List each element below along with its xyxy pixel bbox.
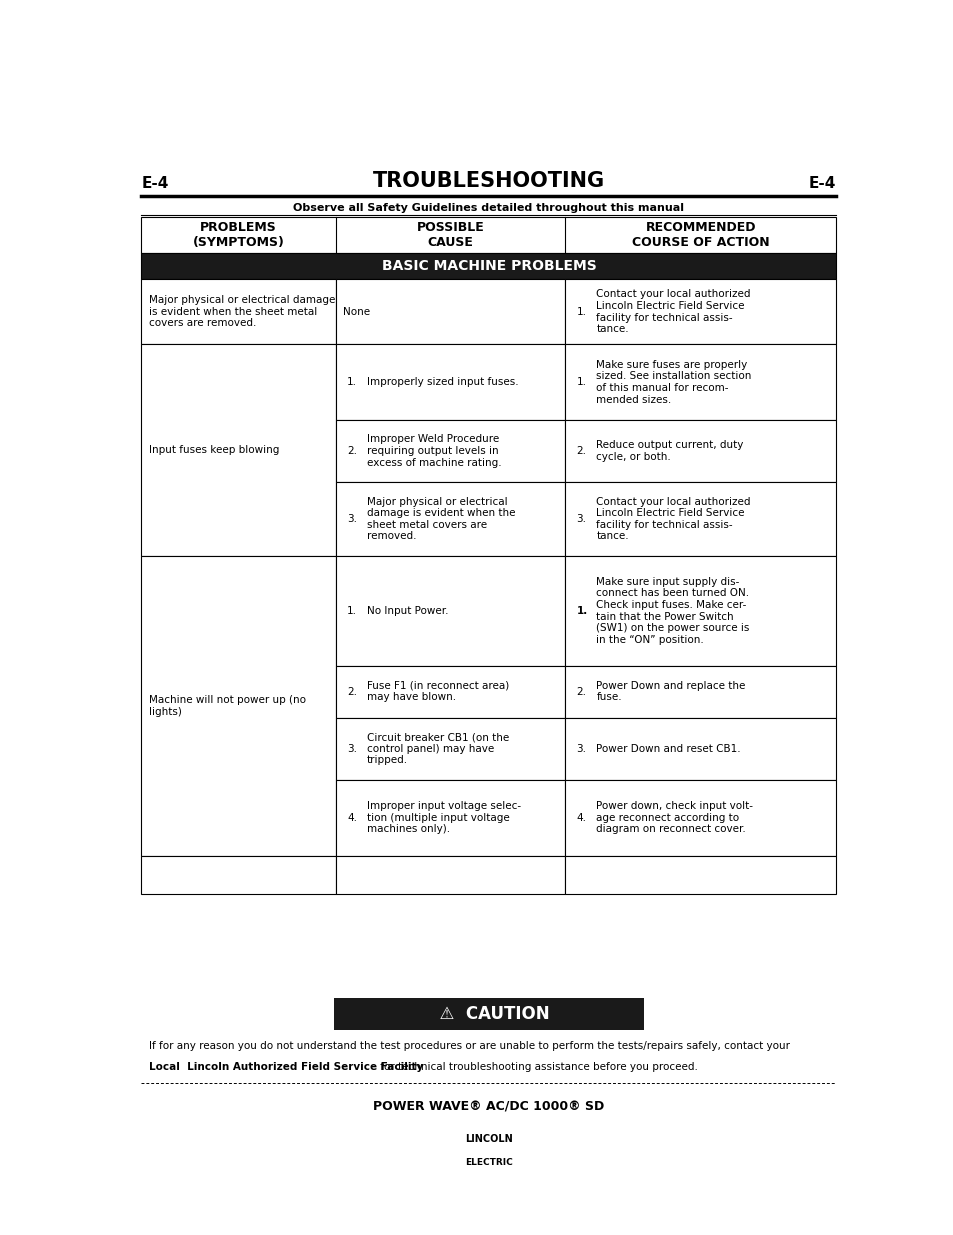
Text: Power Down and replace the
fuse.: Power Down and replace the fuse. <box>596 680 745 703</box>
Text: Major physical or electrical
damage is evident when the
sheet metal covers are
r: Major physical or electrical damage is e… <box>367 496 515 541</box>
Text: Major physical or electrical damage
is evident when the sheet metal
covers are r: Major physical or electrical damage is e… <box>149 295 335 329</box>
Text: 3.: 3. <box>576 743 586 753</box>
Text: E-4: E-4 <box>141 177 169 191</box>
Text: POWER WAVE® AC/DC 1000® SD: POWER WAVE® AC/DC 1000® SD <box>373 1100 604 1113</box>
Bar <box>335 779 565 856</box>
Bar <box>565 482 836 556</box>
Bar <box>335 482 565 556</box>
Text: Contact your local authorized
Lincoln Electric Field Service
facility for techni: Contact your local authorized Lincoln El… <box>596 496 750 541</box>
Text: Input fuses keep blowing: Input fuses keep blowing <box>149 445 279 456</box>
Text: 1.: 1. <box>576 306 586 316</box>
Text: RECOMMENDED
COURSE OF ACTION: RECOMMENDED COURSE OF ACTION <box>632 221 769 248</box>
Text: 3.: 3. <box>347 514 356 524</box>
Bar <box>565 718 836 779</box>
Text: No Input Power.: No Input Power. <box>367 606 448 616</box>
Bar <box>565 556 836 666</box>
Text: Contact your local authorized
Lincoln Electric Field Service
facility for techni: Contact your local authorized Lincoln El… <box>596 289 750 335</box>
Bar <box>446 1126 531 1174</box>
Text: Circuit breaker CB1 (on the
control panel) may have
tripped.: Circuit breaker CB1 (on the control pane… <box>367 732 509 766</box>
Text: ELECTRIC: ELECTRIC <box>464 1158 513 1167</box>
Bar <box>565 345 836 420</box>
Bar <box>335 856 565 894</box>
Bar <box>565 779 836 856</box>
Text: 3.: 3. <box>347 743 356 753</box>
Text: TROUBLESHOOTING: TROUBLESHOOTING <box>373 170 604 191</box>
Bar <box>141 856 335 894</box>
Bar <box>141 279 335 345</box>
Bar <box>141 345 335 556</box>
Text: Make sure fuses are properly
sized. See installation section
of this manual for : Make sure fuses are properly sized. See … <box>596 359 751 405</box>
Text: Power down, check input volt-
age reconnect according to
diagram on reconnect co: Power down, check input volt- age reconn… <box>596 802 753 835</box>
Text: Local  Lincoln Authorized Field Service Facility: Local Lincoln Authorized Field Service F… <box>149 1062 422 1072</box>
Text: 2.: 2. <box>347 446 356 456</box>
Text: E-4: E-4 <box>808 177 836 191</box>
Text: Improperly sized input fuses.: Improperly sized input fuses. <box>367 377 518 387</box>
Text: Improper input voltage selec-
tion (multiple input voltage
machines only).: Improper input voltage selec- tion (mult… <box>367 802 520 835</box>
Bar <box>335 345 565 420</box>
Text: BASIC MACHINE PROBLEMS: BASIC MACHINE PROBLEMS <box>381 259 596 273</box>
Bar <box>141 253 836 279</box>
Text: 1.: 1. <box>347 606 356 616</box>
Text: 4.: 4. <box>576 813 586 823</box>
Text: 2.: 2. <box>576 687 586 697</box>
Text: ⚠  CAUTION: ⚠ CAUTION <box>428 1005 549 1023</box>
Text: POSSIBLE
CAUSE: POSSIBLE CAUSE <box>416 221 484 248</box>
Text: for technical troubleshooting assistance before you proceed.: for technical troubleshooting assistance… <box>376 1062 697 1072</box>
Bar <box>335 279 565 345</box>
Bar <box>335 556 565 666</box>
Text: LINCOLN: LINCOLN <box>464 1134 513 1144</box>
Text: 1.: 1. <box>576 606 587 616</box>
Bar <box>141 216 836 253</box>
Bar <box>565 279 836 345</box>
Bar <box>141 556 335 856</box>
Text: Observe all Safety Guidelines detailed throughout this manual: Observe all Safety Guidelines detailed t… <box>294 204 683 214</box>
Text: Fuse F1 (in reconnect area)
may have blown.: Fuse F1 (in reconnect area) may have blo… <box>367 680 509 703</box>
Text: PROBLEMS
(SYMPTOMS): PROBLEMS (SYMPTOMS) <box>193 221 284 248</box>
Bar <box>334 998 643 1030</box>
Bar <box>565 856 836 894</box>
Text: None: None <box>343 306 370 316</box>
Bar <box>565 666 836 718</box>
Text: 4.: 4. <box>347 813 356 823</box>
Text: 1.: 1. <box>576 377 586 387</box>
Bar <box>335 718 565 779</box>
Text: Reduce output current, duty
cycle, or both.: Reduce output current, duty cycle, or bo… <box>596 441 743 462</box>
Text: 3.: 3. <box>576 514 586 524</box>
Bar <box>335 666 565 718</box>
Text: Make sure input supply dis-
connect has been turned ON.
Check input fuses. Make : Make sure input supply dis- connect has … <box>596 577 749 645</box>
Text: 2.: 2. <box>347 687 356 697</box>
Text: Improper Weld Procedure
requiring output levels in
excess of machine rating.: Improper Weld Procedure requiring output… <box>367 435 501 468</box>
Text: 2.: 2. <box>576 446 586 456</box>
Text: If for any reason you do not understand the test procedures or are unable to per: If for any reason you do not understand … <box>149 1041 789 1051</box>
Bar <box>565 420 836 482</box>
Text: 1.: 1. <box>347 377 356 387</box>
Text: Power Down and reset CB1.: Power Down and reset CB1. <box>596 743 740 753</box>
Text: Machine will not power up (no
lights): Machine will not power up (no lights) <box>149 695 306 716</box>
Bar <box>335 420 565 482</box>
